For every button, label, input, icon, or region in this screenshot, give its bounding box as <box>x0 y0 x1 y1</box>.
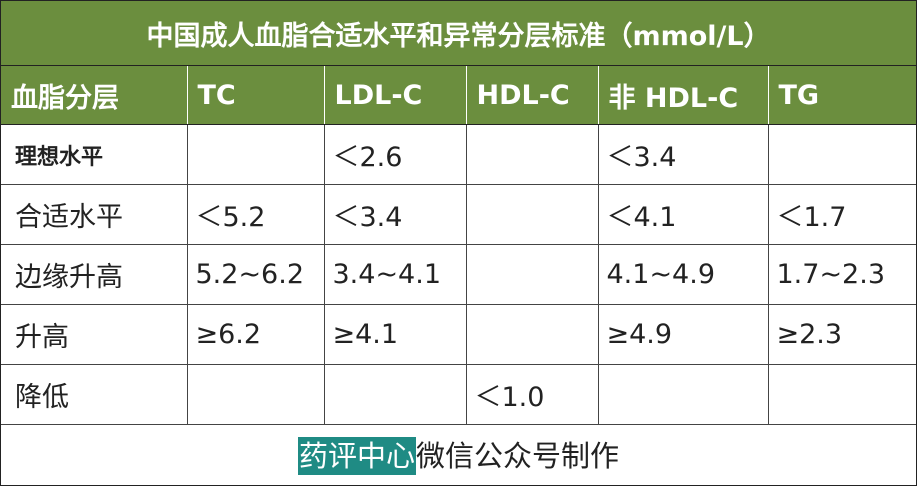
header-cell-tg: TG <box>768 65 917 125</box>
table-row: 降低 ＜1.0 <box>1 364 917 425</box>
table-cell: ＜5.2 <box>187 184 325 245</box>
header-cell-category: 血脂分层 <box>1 65 188 125</box>
table-cell <box>324 364 467 425</box>
table-cell: ＜2.6 <box>324 124 467 185</box>
table-cell: ＜4.1 <box>598 184 769 245</box>
table-cell <box>466 304 599 365</box>
table-row: 理想水平 ＜2.6 ＜3.4 <box>1 124 917 185</box>
table-cell <box>598 364 769 425</box>
table-cell: ＜3.4 <box>324 184 467 245</box>
header-cell-hdl-c: HDL-C <box>466 65 599 125</box>
row-label: 边缘升高 <box>1 244 188 305</box>
footer-highlight: 药评中心 <box>298 437 417 475</box>
header-row: 血脂分层 TC LDL-C HDL-C 非 HDL-C TG <box>1 65 917 125</box>
table-cell <box>466 184 599 245</box>
table-row: 合适水平 ＜5.2 ＜3.4 ＜4.1 ＜1.7 <box>1 184 917 245</box>
table-cell: ≥4.9 <box>598 304 769 365</box>
table-cell <box>466 124 599 185</box>
table-cell <box>768 124 917 185</box>
header-cell-tc: TC <box>187 65 325 125</box>
table-cell: ≥2.3 <box>768 304 917 365</box>
header-cell-ldl-c: LDL-C <box>324 65 467 125</box>
row-label: 降低 <box>1 364 188 425</box>
table-cell: ＜1.7 <box>768 184 917 245</box>
table-cell <box>187 364 325 425</box>
table-cell: 3.4~4.1 <box>324 244 467 305</box>
table-cell: 4.1~4.9 <box>598 244 769 305</box>
table-cell <box>466 244 599 305</box>
table-cell: 5.2~6.2 <box>187 244 325 305</box>
table-row: 升高 ≥6.2 ≥4.1 ≥4.9 ≥2.3 <box>1 304 917 365</box>
row-label: 合适水平 <box>1 184 188 245</box>
footer-credit: 药评中心微信公众号制作 <box>1 425 916 484</box>
table-title: 中国成人血脂合适水平和异常分层标准（mmol/L） <box>1 1 917 66</box>
table-cell <box>187 124 325 185</box>
header-cell-non-hdl-c: 非 HDL-C <box>598 65 769 125</box>
table-cell <box>768 364 917 425</box>
table-cell: 1.7~2.3 <box>768 244 917 305</box>
row-label: 理想水平 <box>1 124 188 185</box>
table-cell: ≥6.2 <box>187 304 325 365</box>
row-label: 升高 <box>1 304 188 365</box>
table-row: 边缘升高 5.2~6.2 3.4~4.1 4.1~4.9 1.7~2.3 <box>1 244 917 305</box>
table-cell: ≥4.1 <box>324 304 467 365</box>
title-row: 中国成人血脂合适水平和异常分层标准（mmol/L） <box>1 1 917 66</box>
table-cell: ＜1.0 <box>466 364 599 425</box>
footer-row: 药评中心微信公众号制作 <box>1 425 916 484</box>
table-cell: ＜3.4 <box>598 124 769 185</box>
footer-text: 微信公众号制作 <box>416 439 620 473</box>
